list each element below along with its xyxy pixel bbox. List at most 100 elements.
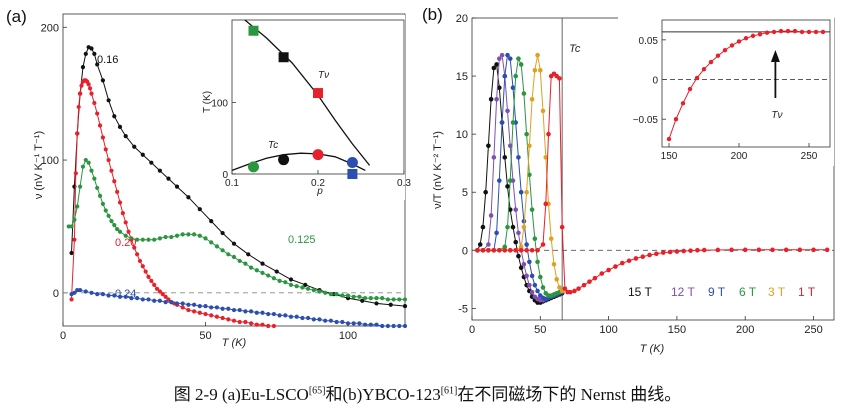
a-0-16-point: [260, 261, 265, 266]
b-inset-point: [708, 59, 714, 65]
b-1-T-point: [688, 248, 693, 253]
b-9-T-point: [516, 155, 521, 160]
a-0-16-point: [197, 207, 202, 212]
a-0-125-series: [66, 157, 408, 302]
b-legend-6-T: 6 T: [739, 285, 757, 299]
b-9-T-series: [475, 52, 565, 302]
b-inset-point: [750, 33, 756, 39]
a-0-125-point: [385, 297, 390, 302]
b-1-T-point: [513, 248, 519, 253]
b-3-T-point: [532, 67, 538, 73]
a-0-20-point: [149, 278, 154, 283]
a-0-16-point: [95, 62, 100, 67]
b-1-T-point: [742, 247, 748, 253]
b-1-T-point: [619, 260, 625, 266]
b-inset-y-tick-label: 0.05: [639, 36, 659, 47]
b-3-T-point: [548, 236, 554, 241]
b-9-T-point: [510, 85, 516, 90]
b-x-tick-label: 150: [668, 324, 686, 336]
a-inset-x-axis-label: p: [316, 186, 323, 197]
a-0-20-point: [254, 322, 259, 327]
a-0-125-point: [380, 296, 385, 301]
a-0-16-point: [157, 168, 162, 173]
a-0-20-point: [231, 318, 237, 323]
a-0-125-point: [103, 208, 108, 213]
a-0-20-point: [132, 245, 137, 250]
b-1-T-point: [729, 247, 734, 253]
b-12-T-point: [486, 242, 491, 247]
b-6-T-point: [532, 236, 538, 241]
b-inset-point: [680, 101, 686, 106]
a-0-125-point: [288, 282, 294, 287]
b-inset-point: [729, 43, 735, 48]
a-0-24-point: [72, 290, 77, 295]
caption-ref-65: [65]: [308, 385, 326, 397]
b-9-T-point: [524, 242, 529, 247]
a-0-125-point: [192, 232, 197, 237]
b-inset-y-tick-label: −0.05: [633, 115, 659, 126]
b-3-T-point: [518, 244, 524, 250]
b-1-T-point: [535, 248, 540, 253]
a-x-tick-label: 100: [339, 330, 357, 342]
a-0-24-point: [100, 292, 105, 297]
b-x-tick-label: 0: [469, 324, 475, 336]
a-0-125-point: [163, 234, 168, 240]
a-0-24-point: [209, 305, 214, 310]
a-0-20-point: [220, 315, 225, 321]
b-3-T-point: [538, 67, 543, 73]
a-inset-x-tick-label: 0.2: [311, 178, 325, 189]
a-0-24-point: [214, 305, 219, 310]
b-inset-point: [771, 29, 777, 35]
a-0-20-point: [186, 307, 191, 313]
a-0-24-point: [203, 303, 208, 309]
a-0-20-point: [271, 323, 276, 329]
b-1-T-series: [475, 71, 830, 295]
b-1-T-point: [587, 279, 592, 284]
a-0-24-point: [397, 323, 402, 329]
b-inset-series: [666, 28, 826, 142]
a-x-axis-label: T (K): [222, 337, 247, 349]
a-0-125-point: [112, 222, 117, 228]
a-0-20-point: [203, 311, 208, 317]
a-0-125-point: [237, 258, 242, 264]
b-1-T-point: [756, 247, 762, 253]
a-0-20-point: [109, 168, 114, 173]
a-y-tick-label: 200: [41, 22, 59, 34]
b-9-T-point: [527, 259, 532, 265]
b-6-T-point: [507, 178, 513, 183]
b-1-T-point: [715, 247, 721, 253]
a-0-24-point: [368, 322, 373, 327]
b-9-T-point: [505, 52, 510, 58]
a-0-24-point: [311, 317, 316, 322]
a-0-16-point: [132, 144, 137, 149]
b-inset-y-tick-label: 0: [652, 76, 658, 87]
a-0-24-point: [174, 301, 180, 306]
b-inset-point: [757, 32, 763, 37]
b-1-T-point: [524, 248, 529, 253]
a-0-24-point: [140, 297, 145, 302]
a-0-24-point: [243, 309, 248, 314]
b-inset-point: [715, 53, 721, 58]
a-0-125-point: [345, 293, 351, 298]
b-3-T-point: [557, 285, 562, 290]
a-0-24-point: [135, 296, 140, 301]
a-0-125-point: [351, 294, 356, 299]
a-inset-tc-marker: [278, 154, 290, 166]
a-0-20-point: [97, 123, 103, 128]
a-0-24-point: [271, 311, 276, 317]
b-9-T-point: [529, 273, 535, 279]
a-0-20-point: [243, 319, 248, 325]
b-15-T-point: [507, 207, 513, 212]
a-0-24-point: [345, 321, 351, 326]
b-1-T-point: [546, 131, 551, 137]
a-0-24-point: [197, 303, 202, 309]
b-1-T-point: [667, 249, 673, 255]
a-0-16-point: [140, 152, 145, 157]
a-0-125-point: [283, 280, 288, 285]
b-inset-point: [806, 29, 812, 35]
a-0-16-point: [360, 298, 365, 303]
a-0-20-point: [126, 229, 131, 234]
b-x-tick-label: 50: [534, 324, 546, 336]
a-0-20-point: [166, 297, 171, 302]
b-1-T-point: [674, 249, 680, 254]
